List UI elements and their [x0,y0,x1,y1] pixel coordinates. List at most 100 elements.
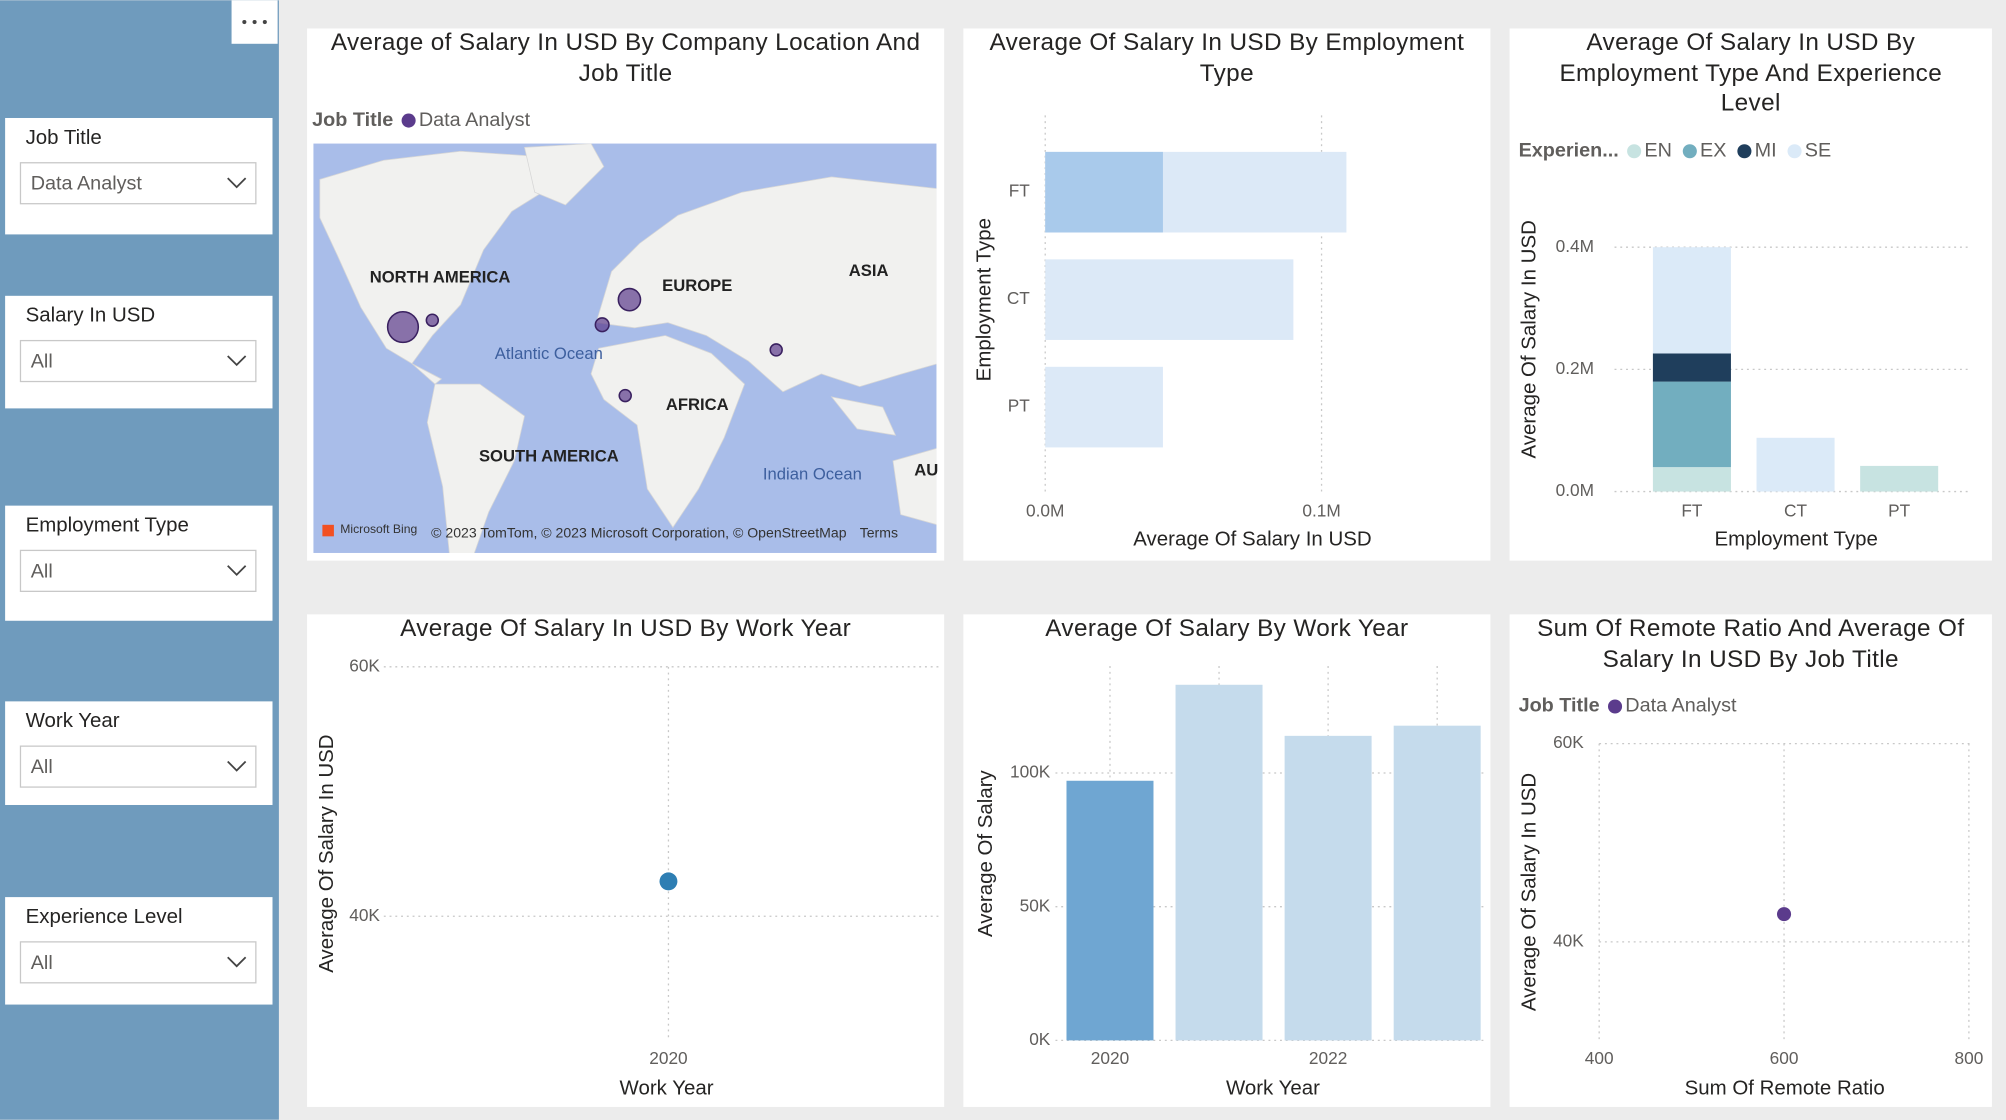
point [1776,907,1792,922]
chart-title: Average Of Salary In USD By Work Year [400,615,852,643]
x-tick-label: 0.1M [1302,501,1340,521]
legend-marker [1787,144,1802,159]
legend-marker [1627,144,1642,159]
slicer-dropdown[interactable]: All [19,745,257,788]
map-bubble [594,317,610,333]
slicer-label: Employment Type [26,514,189,537]
bing-logo [322,524,334,537]
chevron [227,355,247,367]
dropdown-box [19,162,257,205]
chart-title: Sum Of Remote Ratio And Average Of Salar… [1537,615,1965,673]
chart-title: Average Of Salary In USD By Employment T… [1559,29,1943,117]
bar-segment [1756,437,1835,492]
chart-title: Average of Salary In USD By Company Loca… [330,29,921,87]
chevron [227,956,247,968]
slicer-label: Job Title [26,126,102,149]
dot [262,19,267,25]
map-bubble [425,313,440,327]
chart-title-box: Average Of Salary By Work Year [1045,615,1409,643]
slicer-label: Work Year [26,709,120,732]
slicer: Work Year All [5,701,273,805]
chart-title-box: Average Of Salary In USD By Employment T… [1559,29,1943,117]
slicer: Salary In USD All [5,295,273,409]
bar-segment [1860,465,1939,492]
dot [252,19,257,25]
legend-marker [401,113,416,128]
legend-label: EX [1700,139,1726,161]
map-attribution: © 2023 TomTom, © 2023 Microsoft Corporat… [431,524,847,540]
bar [1284,735,1372,1041]
dropdown-value: All [31,756,53,778]
more-options[interactable] [231,0,278,44]
chart-title-box: Sum Of Remote Ratio And Average Of Salar… [1537,615,1965,673]
bar [1045,366,1163,448]
x-axis-title: Work Year [1226,1076,1320,1099]
y-tick-label: 40K [1553,930,1584,950]
legend-title: Experien... [1519,139,1619,161]
x-tick-label: CT [1784,501,1807,521]
land [411,363,525,553]
chevron [227,177,247,189]
legend-label: Data Analyst [419,109,531,131]
y-tick-label: 0K [1029,1029,1051,1049]
slicer: Experience Level All [5,897,273,1005]
bar-segment [1652,353,1731,382]
bar [1066,780,1154,1041]
y-tick-label: 0.0M [1556,480,1594,500]
chevron [227,565,247,576]
dot [242,19,247,25]
chevron [227,760,247,772]
x-tick-label: 800 [1954,1048,1983,1068]
dropdown-box [19,941,257,984]
bar [1175,684,1263,1041]
slicer: Job Title Data Analyst [5,117,273,235]
y-tick-label: 100K [1010,762,1051,782]
slicer-dropdown[interactable]: All [19,941,257,984]
map-label: NORTH AMERICA [370,267,511,286]
slicer-dropdown[interactable]: Data Analyst [19,162,257,205]
map-label: ASIA [849,261,889,280]
legend-marker [1607,699,1623,714]
chart-title-box: Average Of Salary In USD By Employment T… [989,30,1463,87]
dropdown-box [19,339,257,383]
y-tick-label: CT [1007,288,1030,308]
card [307,614,945,1107]
x-tick-label: 2020 [1091,1048,1129,1068]
y-axis-title: Employment Type [972,218,995,381]
land [524,143,605,206]
x-tick-label: 0.0M [1026,501,1064,521]
y-tick-label: 40K [349,905,380,925]
x-tick-label: 600 [1770,1048,1799,1068]
x-tick-label: 2022 [1309,1048,1347,1068]
legend-marker [1737,144,1752,159]
y-axis-title: Average Of Salary In USD [1517,773,1540,1011]
bar-highlight [1045,151,1163,233]
land [319,150,564,365]
slicer-label: Experience Level [26,905,183,928]
chart-title: Average Of Salary By Work Year [1045,615,1409,643]
dropdown-box [19,549,257,592]
map-bubble [617,287,642,312]
slicer-dropdown[interactable]: All [19,339,257,383]
x-axis-title: Average Of Salary In USD [1133,528,1371,551]
map-label: Indian Ocean [763,464,862,483]
x-axis-title: Sum Of Remote Ratio [1685,1076,1885,1099]
chart-title-box: Average Of Salary In USD By Work Year [400,615,852,643]
map-label: AFRICA [666,395,729,414]
y-axis-title: Average Of Salary In USD [315,734,338,972]
y-tick-label: 60K [1553,732,1584,752]
y-tick-label: FT [1009,181,1031,201]
bar-segment [1652,247,1731,354]
y-tick-label: 0.2M [1556,358,1594,378]
x-tick-label: 2020 [649,1048,687,1068]
y-tick-label: 50K [1020,895,1051,915]
y-axis-title: Average Of Salary In USD [1517,220,1540,458]
legend-label: Data Analyst [1625,695,1737,717]
bar [1045,259,1294,340]
slicer-dropdown[interactable]: All [19,549,257,592]
slicer: Employment Type All [5,505,273,621]
y-tick-label: PT [1008,396,1031,416]
land [830,396,897,436]
